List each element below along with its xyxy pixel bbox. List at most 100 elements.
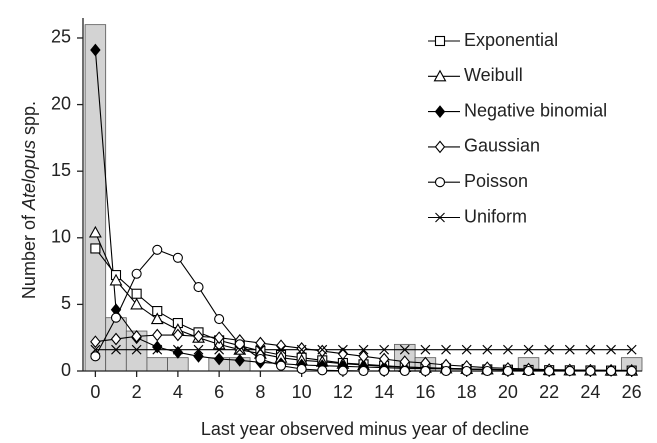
- x-tick-label: 16: [415, 382, 435, 402]
- x-tick-label: 26: [622, 382, 642, 402]
- point: [234, 353, 245, 367]
- point: [378, 352, 390, 366]
- point: [338, 344, 348, 355]
- point: [317, 344, 328, 355]
- point: [379, 365, 390, 377]
- point: [110, 332, 122, 346]
- point: [358, 349, 369, 363]
- point: [482, 344, 493, 355]
- point: [523, 365, 534, 377]
- x-axis-label: Last year observed minus year of decline: [201, 419, 529, 439]
- legend-label: Exponential: [464, 30, 558, 50]
- point: [606, 344, 616, 355]
- histogram-bar: [84, 24, 107, 372]
- point: [90, 43, 101, 57]
- point: [399, 344, 410, 355]
- point: [90, 243, 101, 254]
- point: [358, 344, 369, 355]
- point: [337, 347, 349, 361]
- point: [503, 344, 513, 355]
- point: [420, 365, 431, 377]
- point: [255, 336, 266, 350]
- point: [131, 288, 142, 299]
- legend-label: Negative binomial: [464, 100, 607, 120]
- point: [172, 252, 183, 263]
- legend-marker: [434, 105, 446, 118]
- legend-marker: [435, 212, 445, 223]
- point: [420, 344, 431, 355]
- point: [150, 312, 164, 325]
- point: [90, 335, 101, 349]
- x-tick-label: 0: [90, 382, 100, 402]
- point: [275, 339, 287, 353]
- x-tick-label: 18: [457, 382, 477, 402]
- point: [461, 344, 472, 355]
- legend-marker: [434, 140, 446, 154]
- y-tick-label: 10: [51, 227, 71, 247]
- point: [214, 313, 225, 325]
- point: [131, 268, 142, 279]
- point: [172, 345, 184, 359]
- point: [276, 344, 286, 355]
- point: [131, 344, 142, 355]
- x-tick-label: 20: [498, 382, 518, 402]
- point: [399, 365, 410, 377]
- legend-marker: [433, 69, 447, 82]
- point: [213, 331, 225, 345]
- histogram-bar: [146, 357, 168, 372]
- x-tick-label: 4: [173, 382, 183, 402]
- point: [440, 365, 452, 377]
- point: [109, 273, 123, 286]
- x-tick-label: 14: [374, 382, 394, 402]
- x-tick-label: 8: [255, 382, 265, 402]
- x-tick-label: 2: [132, 382, 142, 402]
- point: [337, 365, 348, 376]
- point: [213, 352, 225, 366]
- point: [441, 344, 451, 355]
- point: [358, 365, 369, 377]
- point: [172, 344, 183, 355]
- point: [130, 297, 144, 310]
- y-label-part: spp.: [19, 101, 39, 140]
- point: [317, 365, 328, 376]
- point: [585, 365, 596, 377]
- legend-label: Weibull: [464, 65, 523, 85]
- point: [110, 312, 122, 323]
- point: [296, 363, 307, 375]
- point: [502, 365, 513, 377]
- point: [152, 328, 163, 342]
- point: [564, 344, 575, 355]
- point: [379, 344, 390, 355]
- histogram-bar: [167, 357, 189, 372]
- y-label-part: Number of: [19, 210, 39, 299]
- point: [275, 360, 287, 371]
- point: [626, 344, 637, 355]
- point: [193, 349, 204, 363]
- x-tick-label: 24: [580, 382, 600, 402]
- point: [234, 344, 245, 355]
- point: [255, 344, 266, 355]
- y-tick-label: 0: [61, 360, 71, 380]
- point: [193, 344, 204, 355]
- point: [564, 365, 575, 377]
- point: [90, 351, 101, 362]
- y-tick-label: 20: [51, 93, 71, 113]
- x-tick-label: 12: [333, 382, 353, 402]
- point: [152, 244, 163, 255]
- point: [317, 344, 328, 358]
- point: [111, 344, 121, 355]
- legend-label: Uniform: [464, 206, 527, 226]
- x-tick-label: 6: [214, 382, 224, 402]
- y-tick-label: 25: [51, 27, 71, 47]
- legend-label: Poisson: [464, 171, 528, 191]
- point: [193, 282, 204, 293]
- legend-marker: [434, 177, 446, 188]
- y-axis-label: Number of Atelopus spp.: [19, 101, 39, 299]
- y-tick-label: 15: [51, 160, 71, 180]
- point: [234, 339, 245, 350]
- y-tick-label: 5: [61, 293, 71, 313]
- point: [193, 329, 204, 343]
- point: [626, 365, 637, 377]
- point: [296, 344, 307, 355]
